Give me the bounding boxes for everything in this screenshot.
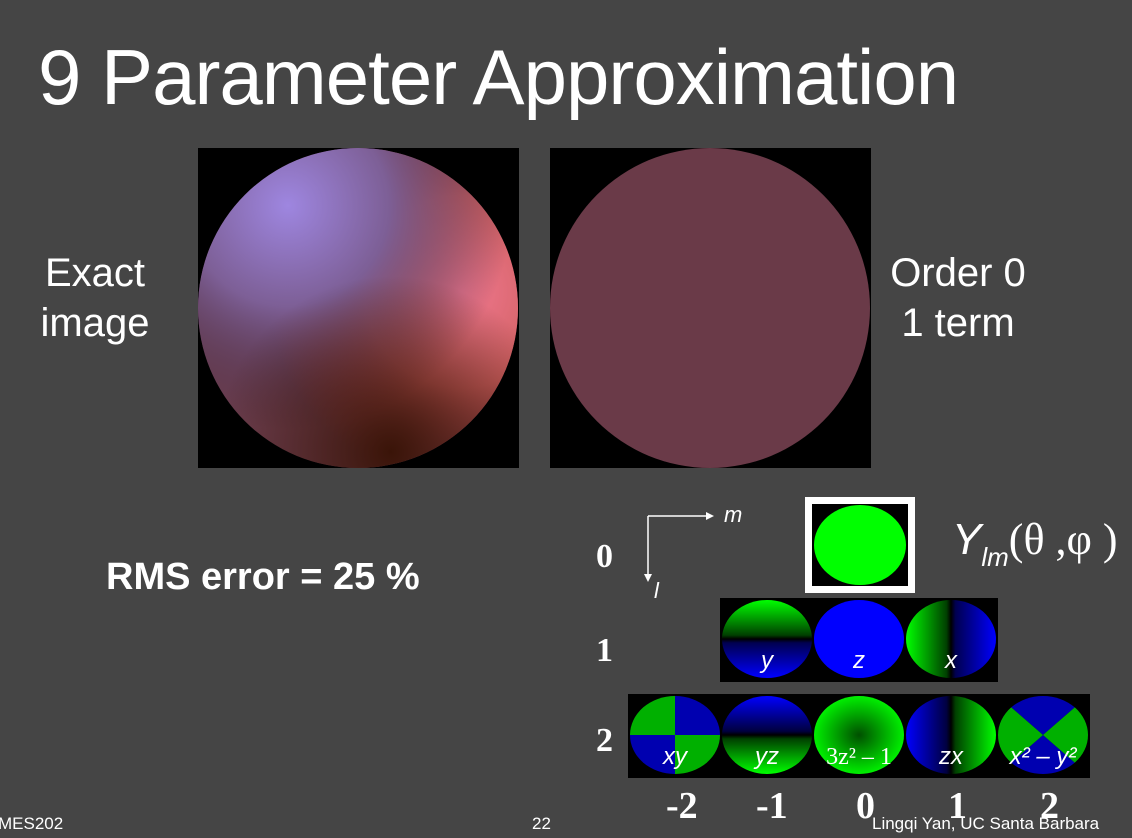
sh-label-x: x xyxy=(945,647,957,674)
sh-label-xy: xy xyxy=(663,743,687,770)
row-label-1: 1 xyxy=(596,632,613,669)
col-label-2: 2 xyxy=(1040,785,1059,827)
sh-label-yz: yz xyxy=(755,743,779,770)
axis-m-label: m xyxy=(724,502,743,527)
col-label-0: 0 xyxy=(856,785,875,827)
sh-label-zx: zx xyxy=(939,743,963,770)
axes-arrows-icon xyxy=(644,512,714,582)
ylm-symbol: Y xyxy=(952,515,982,564)
order0-sphere-image xyxy=(550,148,871,468)
row-label-0: 0 xyxy=(596,538,613,575)
sh-band2-x2y2: x² – y² xyxy=(997,695,1089,775)
order0-label: Order 0 1 term xyxy=(878,248,1038,348)
sh-band2-zx: zx xyxy=(905,695,997,775)
ylm-args: (θ ,φ ) xyxy=(1008,515,1118,564)
rms-error-text: RMS error = 25 % xyxy=(106,556,420,598)
footer-course: MES202 xyxy=(0,814,64,833)
sh-label-y: y xyxy=(761,647,773,674)
sh-band2-strip: xy yz 3z² – 1 xyxy=(628,694,1090,778)
footer-author: Lingqi Yan, UC Santa Barbara xyxy=(872,814,1100,833)
sh-band0-frame xyxy=(805,497,915,593)
exact-label-line2: image xyxy=(40,301,150,345)
exact-sphere-image xyxy=(198,148,519,468)
exact-label-line1: Exact xyxy=(44,251,146,295)
ylm-subscript: lm xyxy=(981,542,1009,572)
sh-band1-x: x xyxy=(905,599,997,679)
axis-l-label: l xyxy=(654,578,659,603)
ylm-formula: Ylm(θ ,φ ) xyxy=(952,514,1118,573)
sh-label-x2y2: x² – y² xyxy=(1009,743,1077,770)
sh-band1-y: y xyxy=(721,599,813,679)
sh-band2-xy: xy xyxy=(629,695,721,775)
col-label-1: 1 xyxy=(948,785,967,827)
footer-page-number: 22 xyxy=(532,814,551,833)
exact-image-label: Exact image xyxy=(30,248,160,348)
col-label-neg1: -1 xyxy=(756,785,788,827)
order-label-line1: Order 0 xyxy=(890,251,1026,295)
sh-band2-yz: yz xyxy=(721,695,813,775)
sh-band2-3z2: 3z² – 1 xyxy=(813,695,905,775)
sh-label-3z2: 3z² – 1 xyxy=(826,744,892,770)
row-label-2: 2 xyxy=(596,722,613,759)
slide-title: 9 Parameter Approximation xyxy=(38,33,959,121)
sh-band1-z: z xyxy=(813,599,905,679)
col-label-neg2: -2 xyxy=(666,785,698,827)
sh-label-z: z xyxy=(853,647,865,674)
order-label-line2: 1 term xyxy=(901,301,1015,345)
sh-band1-strip: y z x xyxy=(720,598,998,682)
